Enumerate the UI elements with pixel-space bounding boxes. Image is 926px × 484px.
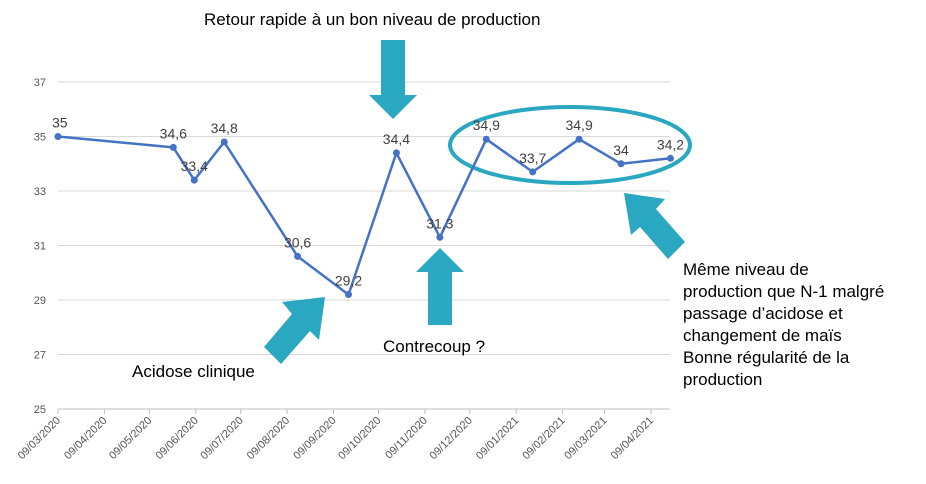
data-label: 34,6 [160, 125, 187, 141]
x-tick-label: 09/04/2020 [62, 415, 109, 462]
y-tick-label: 27 [34, 350, 46, 362]
annotation-shapes [264, 40, 692, 364]
data-label: 34 [613, 142, 629, 158]
data-label: 30,6 [284, 234, 311, 250]
data-point [529, 168, 537, 176]
data-point [482, 135, 490, 143]
data-point [617, 160, 625, 168]
data-point [294, 252, 302, 260]
annotation-right-line: Bonne régularité de la [683, 348, 850, 367]
series-line: 35 34,6 33,4 34,8 30,6 29,2 34,4 31,3 34,9 33,7 34… [52, 115, 684, 299]
y-tick-label: 33 [34, 186, 46, 198]
data-point [436, 233, 444, 241]
x-tick-label: 09/04/2021 [609, 415, 656, 462]
x-tick-label: 09/08/2020 [245, 415, 292, 462]
annotation-right: Même niveau de production que N-1 malgré… [683, 259, 884, 391]
arrow-down-icon [369, 40, 417, 119]
x-tick-label: 09/06/2020 [153, 415, 200, 462]
data-label: 34,4 [383, 131, 410, 147]
series-line-path [57, 135, 671, 296]
data-label: 29,2 [335, 273, 362, 289]
y-tick-label: 25 [34, 404, 46, 416]
data-point [575, 135, 583, 143]
y-tick-label: 37 [34, 77, 46, 89]
x-tick-label: 09/07/2020 [198, 415, 245, 462]
y-tick-label: 35 [34, 132, 46, 144]
data-label: 31,3 [426, 215, 453, 231]
data-label: 34,2 [657, 136, 684, 152]
data-point [345, 291, 353, 299]
x-tick-label: 09/03/2020 [16, 415, 63, 462]
highlight-ellipse [448, 105, 692, 185]
arrow-up-right-icon [264, 297, 325, 364]
x-tick-label: 09/11/2020 [383, 415, 430, 462]
x-tick-label: 09/02/2021 [520, 415, 567, 462]
annotation-top: Retour rapide à un bon niveau de product… [204, 10, 541, 29]
arrow-up-left-icon [624, 193, 685, 259]
x-tick-label: 09/09/2020 [291, 415, 338, 462]
axes: 25 27 29 31 33 35 37 09/03/2020 09/04/202009/05/… [16, 77, 670, 462]
x-tick-label: 09/05/2020 [107, 415, 154, 462]
data-label: 33,7 [519, 150, 546, 166]
data-point [190, 176, 198, 184]
annotation-right-line: production que N-1 malgré [683, 282, 885, 301]
data-label: 34,8 [211, 120, 238, 136]
data-point [666, 154, 674, 162]
annotation-right-line: changement de maïs [683, 326, 842, 345]
data-label: 33,4 [181, 158, 208, 174]
data-point [220, 138, 228, 146]
annotation-right-line: Même niveau de [683, 260, 809, 279]
y-tick-label: 29 [34, 295, 46, 307]
arrow-up-icon [416, 248, 464, 325]
data-label: 34,9 [473, 117, 500, 133]
annotation-contrecoup: Contrecoup ? [383, 337, 486, 356]
x-tick-label: 09/03/2021 [562, 415, 609, 462]
annotation-right-line: production [683, 370, 763, 389]
data-point [54, 133, 62, 140]
x-tick-label: 09/01/2021 [474, 415, 521, 462]
x-tick-label: 09/10/2020 [336, 415, 383, 462]
annotation-acidose: Acidose clinique [132, 362, 255, 381]
data-label: 35 [52, 115, 68, 131]
data-label: 34,9 [565, 117, 592, 133]
data-point [392, 149, 400, 157]
x-tick-label: 09/12/2020 [428, 415, 475, 462]
annotation-right-line: passage d’acidose et [683, 304, 843, 323]
data-point [169, 143, 177, 151]
y-tick-label: 31 [34, 241, 46, 253]
